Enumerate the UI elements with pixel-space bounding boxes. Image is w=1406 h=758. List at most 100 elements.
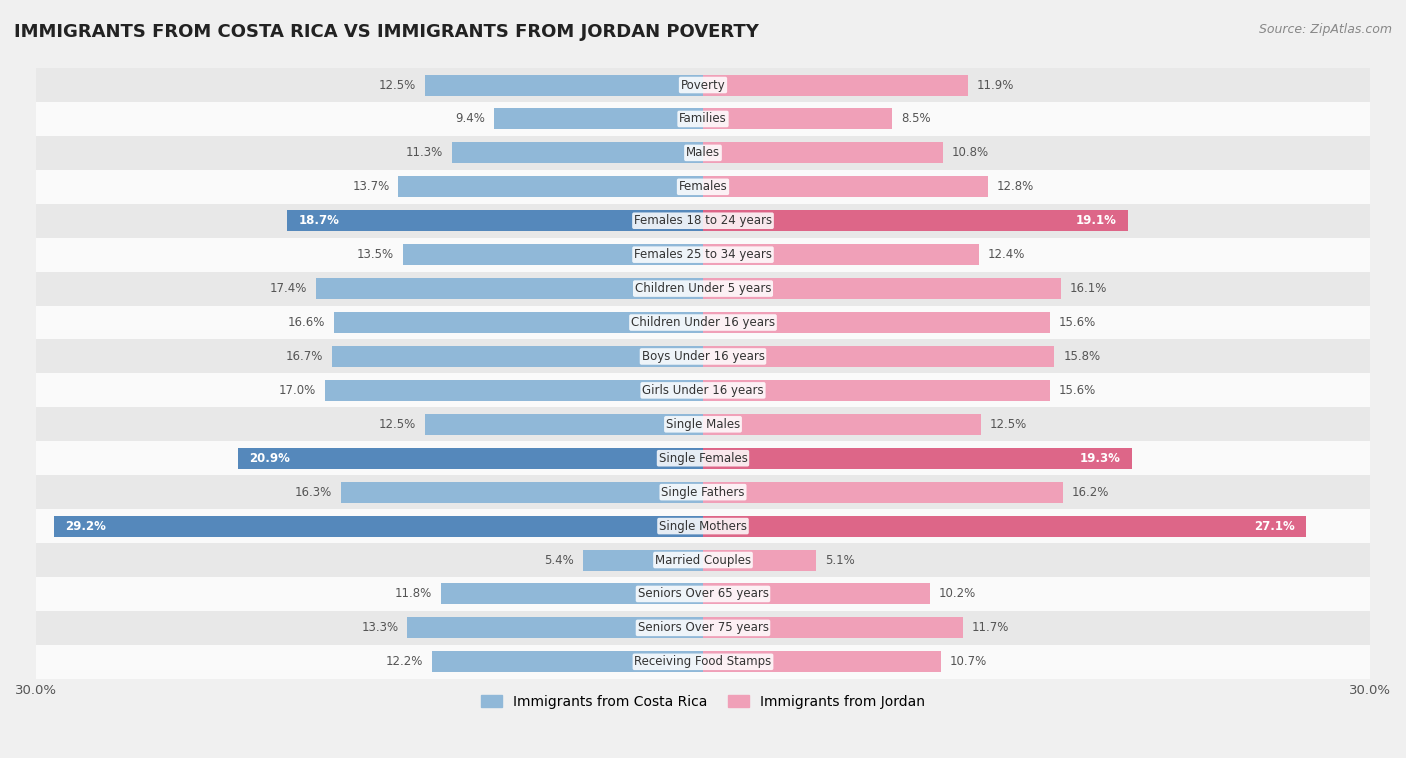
Text: 17.4%: 17.4%: [270, 282, 308, 295]
Bar: [37, 102, 1369, 136]
Text: 12.5%: 12.5%: [990, 418, 1026, 431]
Bar: [37, 204, 1369, 238]
Text: 10.7%: 10.7%: [950, 656, 987, 669]
Text: 16.7%: 16.7%: [285, 350, 323, 363]
Text: 13.7%: 13.7%: [353, 180, 389, 193]
Text: Single Males: Single Males: [666, 418, 740, 431]
Bar: [703, 177, 987, 197]
Text: 5.1%: 5.1%: [825, 553, 855, 566]
Bar: [425, 414, 703, 435]
Bar: [703, 515, 1306, 537]
Bar: [494, 108, 703, 130]
Text: 16.2%: 16.2%: [1071, 486, 1109, 499]
Bar: [239, 448, 703, 468]
Text: 12.8%: 12.8%: [997, 180, 1033, 193]
Text: 12.4%: 12.4%: [987, 248, 1025, 262]
Bar: [703, 108, 891, 130]
Bar: [583, 550, 703, 571]
Bar: [37, 136, 1369, 170]
Text: 15.6%: 15.6%: [1059, 384, 1097, 397]
Bar: [703, 617, 963, 638]
Text: Single Mothers: Single Mothers: [659, 519, 747, 533]
Bar: [703, 210, 1128, 231]
Text: 11.3%: 11.3%: [405, 146, 443, 159]
Text: Boys Under 16 years: Boys Under 16 years: [641, 350, 765, 363]
Bar: [703, 584, 929, 604]
Text: 29.2%: 29.2%: [65, 519, 105, 533]
Text: Children Under 16 years: Children Under 16 years: [631, 316, 775, 329]
Bar: [703, 651, 941, 672]
Text: 20.9%: 20.9%: [249, 452, 290, 465]
Text: Married Couples: Married Couples: [655, 553, 751, 566]
Text: 15.8%: 15.8%: [1063, 350, 1101, 363]
Bar: [37, 238, 1369, 271]
Text: Single Fathers: Single Fathers: [661, 486, 745, 499]
Bar: [37, 271, 1369, 305]
Bar: [37, 340, 1369, 374]
Bar: [37, 407, 1369, 441]
Text: Females 25 to 34 years: Females 25 to 34 years: [634, 248, 772, 262]
Bar: [703, 481, 1063, 503]
Bar: [316, 278, 703, 299]
Bar: [37, 68, 1369, 102]
Text: 16.1%: 16.1%: [1070, 282, 1108, 295]
Bar: [404, 244, 703, 265]
Bar: [703, 143, 943, 164]
Text: Seniors Over 75 years: Seniors Over 75 years: [637, 622, 769, 634]
Text: Males: Males: [686, 146, 720, 159]
Bar: [37, 170, 1369, 204]
Text: 15.6%: 15.6%: [1059, 316, 1097, 329]
Text: 27.1%: 27.1%: [1254, 519, 1295, 533]
Bar: [703, 414, 981, 435]
Bar: [37, 577, 1369, 611]
Text: 19.1%: 19.1%: [1076, 215, 1116, 227]
Bar: [37, 305, 1369, 340]
Text: 9.4%: 9.4%: [456, 112, 485, 126]
Bar: [398, 177, 703, 197]
Text: 12.5%: 12.5%: [380, 418, 416, 431]
Text: 19.3%: 19.3%: [1080, 452, 1121, 465]
Text: 16.6%: 16.6%: [288, 316, 325, 329]
Text: 17.0%: 17.0%: [278, 384, 316, 397]
Text: Receiving Food Stamps: Receiving Food Stamps: [634, 656, 772, 669]
Text: Girls Under 16 years: Girls Under 16 years: [643, 384, 763, 397]
Bar: [37, 374, 1369, 407]
Bar: [37, 509, 1369, 543]
Text: 13.5%: 13.5%: [357, 248, 394, 262]
Bar: [703, 346, 1054, 367]
Text: 5.4%: 5.4%: [544, 553, 574, 566]
Bar: [703, 74, 967, 96]
Bar: [37, 543, 1369, 577]
Bar: [340, 481, 703, 503]
Text: 10.8%: 10.8%: [952, 146, 990, 159]
Text: 12.5%: 12.5%: [380, 79, 416, 92]
Bar: [703, 312, 1050, 333]
Bar: [287, 210, 703, 231]
Bar: [332, 346, 703, 367]
Bar: [440, 584, 703, 604]
Text: 11.8%: 11.8%: [395, 587, 432, 600]
Text: 13.3%: 13.3%: [361, 622, 398, 634]
Bar: [451, 143, 703, 164]
Text: Single Females: Single Females: [658, 452, 748, 465]
Bar: [703, 448, 1132, 468]
Text: Source: ZipAtlas.com: Source: ZipAtlas.com: [1258, 23, 1392, 36]
Bar: [37, 611, 1369, 645]
Bar: [425, 74, 703, 96]
Text: Seniors Over 65 years: Seniors Over 65 years: [637, 587, 769, 600]
Text: 8.5%: 8.5%: [901, 112, 931, 126]
Bar: [325, 380, 703, 401]
Text: 16.3%: 16.3%: [294, 486, 332, 499]
Text: Families: Families: [679, 112, 727, 126]
Text: Children Under 5 years: Children Under 5 years: [634, 282, 772, 295]
Text: Poverty: Poverty: [681, 79, 725, 92]
Bar: [703, 244, 979, 265]
Text: 11.9%: 11.9%: [977, 79, 1014, 92]
Bar: [703, 550, 817, 571]
Text: Females 18 to 24 years: Females 18 to 24 years: [634, 215, 772, 227]
Bar: [53, 515, 703, 537]
Bar: [37, 645, 1369, 678]
Text: 12.2%: 12.2%: [385, 656, 423, 669]
Bar: [335, 312, 703, 333]
Bar: [37, 475, 1369, 509]
